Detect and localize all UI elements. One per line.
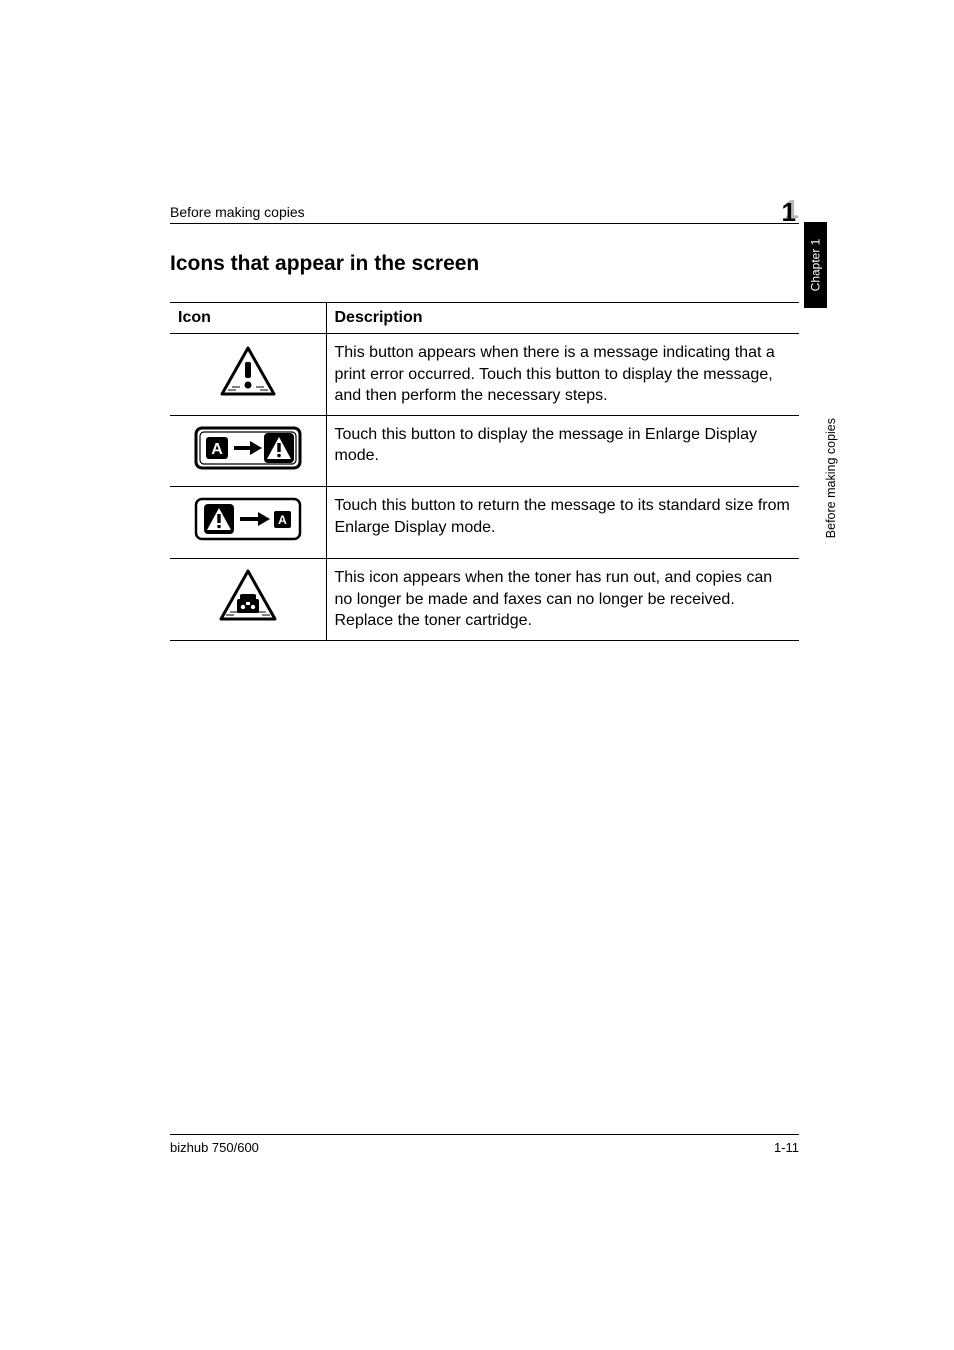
table-row: A Touch this button to return the messag… [170,487,799,559]
table-row: This button appears when there is a mess… [170,334,799,416]
icon-cell: A [170,415,326,487]
table-row: A Touch this button to display the messa… [170,415,799,487]
icons-table: Icon Description [170,302,799,641]
chapter-number: 1 [782,197,796,228]
section-title: Icons that appear in the screen [170,252,799,276]
side-vertical-text: Before making copies [824,418,838,538]
footer-left: bizhub 750/600 [170,1140,259,1155]
icon-cell: A [170,487,326,559]
icon-cell [170,558,326,640]
enlarge-display-icon: A [194,426,302,470]
description-cell: Touch this button to return the message … [326,487,799,559]
svg-text:A: A [211,441,223,458]
chapter-tab: Chapter 1 [804,222,827,308]
table-row: This icon appears when the toner has run… [170,558,799,640]
icon-cell [170,334,326,416]
column-header-icon: Icon [170,303,326,334]
chapter-tab-label: Chapter 1 [809,239,823,292]
description-cell: Touch this button to display the message… [326,415,799,487]
page-footer: bizhub 750/600 1-11 [170,1134,799,1155]
footer-right: 1-11 [774,1140,799,1155]
description-cell: This icon appears when the toner has run… [326,558,799,640]
running-header: Before making copies 1 1 [170,200,799,224]
print-error-warning-icon [220,346,276,396]
column-header-description: Description [326,303,799,334]
svg-text:A: A [278,513,287,527]
table-header-row: Icon Description [170,303,799,334]
standard-size-icon: A [194,497,302,541]
description-cell: This button appears when there is a mess… [326,334,799,416]
running-head-text: Before making copies [170,204,305,220]
toner-empty-icon [219,569,277,623]
chapter-number-badge: 1 1 [751,200,799,220]
